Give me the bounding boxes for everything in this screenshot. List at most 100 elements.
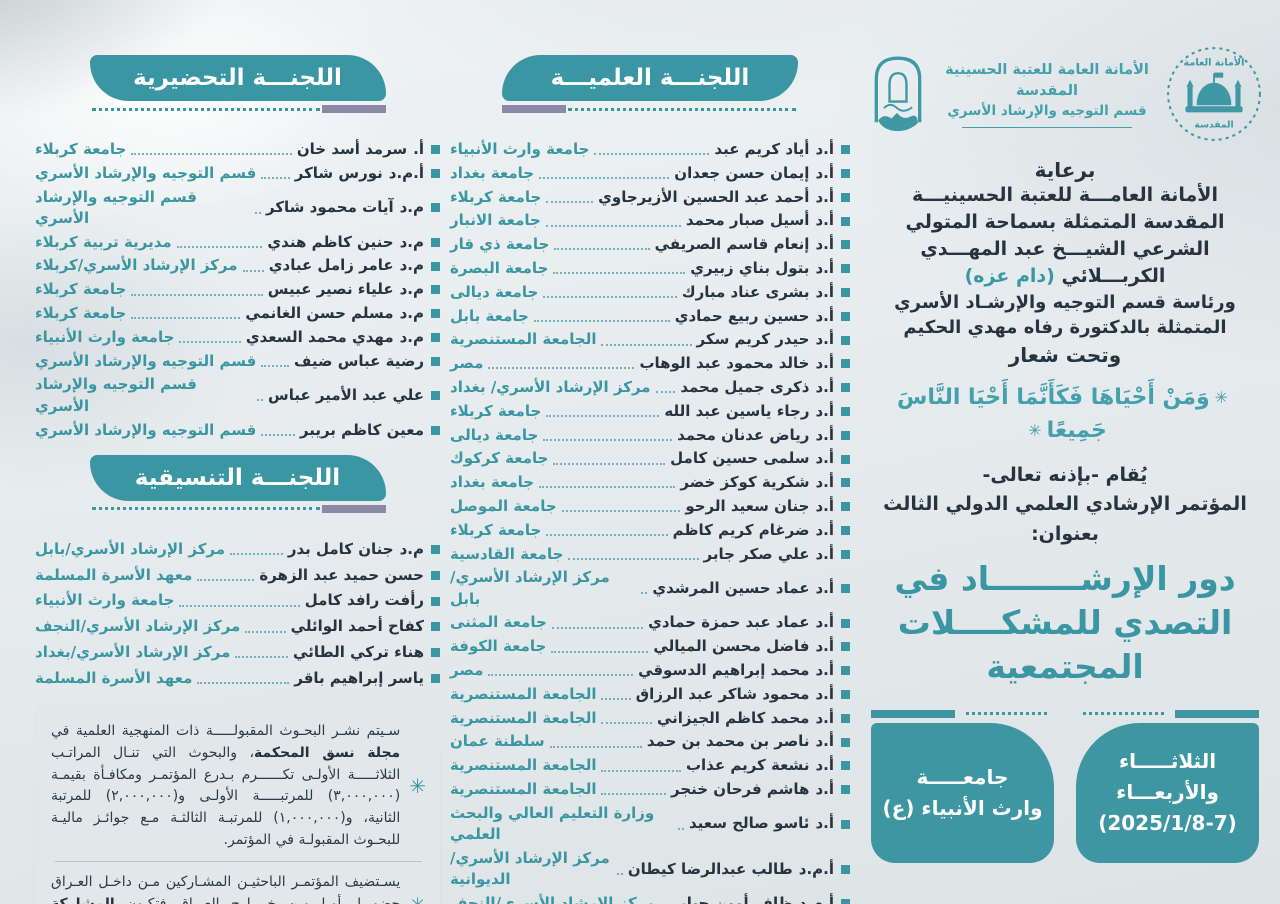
member-degree: أ.د <box>815 684 834 703</box>
member-name: ذكرى جميل محمد <box>680 377 810 396</box>
member-degree: م.د <box>399 539 424 558</box>
member-name: ظافر أمين جبار <box>678 894 793 904</box>
dotted-leader <box>554 239 650 251</box>
committee-member-row: أ.م.د طالب عبدالرضا كيطان مركز الإرشاد ا… <box>450 848 850 891</box>
square-bullet-icon <box>431 203 440 213</box>
dotted-line <box>91 107 320 111</box>
arch-outline <box>874 56 922 123</box>
member-name: سرمد أسد خان <box>296 140 408 158</box>
square-bullet-icon <box>841 216 850 226</box>
committee-member-row: أ.د سلمى حسين كامل جامعة كركوك <box>450 448 850 469</box>
member-organization: جامعة بغداد <box>450 473 535 492</box>
minaret <box>1235 86 1241 108</box>
member-degree: أ.د <box>815 306 834 325</box>
left-column: اللجنـــة التحضيرية أ. سرمد أسد خان جامع… <box>35 55 440 904</box>
square-bullet-icon <box>431 673 440 683</box>
title-line: المجتمعية <box>986 647 1144 687</box>
banner-underline <box>502 105 798 113</box>
member-organization: مركز الإرشاد الأسري/بغداد <box>35 643 231 662</box>
member-organization: الجامعة المستنصرية <box>450 684 597 703</box>
hand-shape <box>878 112 918 132</box>
member-organization: جامعة ذي قار <box>450 235 550 254</box>
member-organization: قسم التوجيه والإرشاد الأسري <box>35 163 257 182</box>
square-bullet-icon <box>841 430 850 440</box>
member-name: محمود شاكر عبد الرزاق <box>635 684 810 703</box>
note-text-bold: مجلة نسق المحكمة <box>253 744 401 761</box>
committee-member-row: أ.د رجاء ياسين عبد الله جامعة كربلاء <box>450 401 850 422</box>
square-bullet-icon <box>841 819 850 829</box>
hosting-note-text: يسـتضيف المؤتمـر الباحثيـن المشـاركين مـ… <box>51 872 400 904</box>
banner-underline <box>90 504 386 513</box>
note-text-part: سـيتم نشـر البحـوث المقبولـــــة ذات الم… <box>51 723 401 740</box>
square-bullet-icon <box>841 689 850 699</box>
patronage-line: المتمثلة بالدكتورة رفاه مهدي الحكيم <box>903 317 1227 339</box>
committee-member-row: رضية عباس ضيف قسم التوجيه والإرشاد الأسر… <box>35 351 440 372</box>
member-name: نشعة كريم عذاب <box>685 756 810 775</box>
patronage-block: برعاية الأمانة العامـــة للعتبة الحسينيـ… <box>865 158 1265 367</box>
square-bullet-icon <box>431 570 440 580</box>
member-organization: جامعة الانبار <box>450 211 541 230</box>
dotted-line <box>568 107 796 111</box>
dotted-leader <box>131 308 241 320</box>
publication-note: ✳ سـيتم نشـر البحـوث المقبولـــــة ذات ا… <box>51 721 426 851</box>
dotted-leader <box>601 784 666 796</box>
coordination-committee-banner: اللجنـــة التنسيقية <box>89 454 386 513</box>
preparatory-committee-title: اللجنـــة التحضيرية <box>89 55 386 101</box>
calligraphy-underline <box>962 127 1132 129</box>
member-organization: معهد الأسرة المسلمة <box>35 565 193 584</box>
committee-member-row: أ.د ضرغام كريم كاظم جامعة كربلاء <box>450 520 850 541</box>
member-organization: جامعة كركوك <box>450 449 549 468</box>
committee-member-row: م.د جنان كامل بدر مركز الإرشاد الأسري/با… <box>35 539 440 560</box>
committee-member-row: م.د آيات محمود شاكر قسم التوجيه والإرشاد… <box>35 187 440 230</box>
committee-member-row: أ.د أياد كريم عبد جامعة وارث الأنبياء <box>450 139 850 160</box>
member-organization: مركز الإرشاد الأسري/كربلاء <box>35 256 238 275</box>
square-bullet-icon <box>841 287 850 297</box>
member-name: خالد محمود عبد الوهاب <box>639 354 810 373</box>
dotted-leader <box>197 673 290 685</box>
notes-box: ✳ سـيتم نشـر البحـوث المقبولـــــة ذات ا… <box>35 705 440 904</box>
square-bullet-icon <box>431 648 440 658</box>
committee-member-row: أ.د بشرى عناد مبارك جامعة ديالى <box>450 282 850 303</box>
member-degree: أ.م.د <box>388 163 424 182</box>
member-degree: أ.د <box>815 637 834 656</box>
member-degree: أ.د <box>815 235 834 254</box>
title-line: التصدي للمشكــــلات <box>897 603 1233 643</box>
dotted-leader <box>543 287 677 299</box>
member-degree: أ.د <box>815 544 834 563</box>
dotted-leader <box>551 641 649 653</box>
committee-member-row: م.د علياء نصير عبيس جامعة كربلاء <box>35 279 440 300</box>
university-line: جامعـــــة <box>916 764 1009 789</box>
square-bullet-icon <box>841 335 850 345</box>
member-name: أسيل صبار محمد <box>685 211 810 230</box>
committee-member-row: هناء تركي الطائي مركز الإرشاد الأسري/بغد… <box>35 642 440 663</box>
member-name: سلمى حسين كامل <box>670 449 810 468</box>
member-organization: مركز الإرشاد الأسري/النجف <box>35 617 241 636</box>
member-name: حنين كاظم هندي <box>267 232 394 251</box>
dotted-leader <box>254 202 261 214</box>
committee-member-row: معين كاظم بريبر قسم التوجيه والإرشاد الأ… <box>35 420 440 441</box>
dotted-leader <box>242 260 264 272</box>
member-organization: سلطنة عمان <box>450 732 545 751</box>
member-degree: أ.د <box>815 756 834 775</box>
member-organization: جامعة بغداد <box>450 163 535 182</box>
member-name: إنعام قاسم الصريفي <box>654 235 810 254</box>
square-bullet-icon <box>841 899 850 904</box>
purple-bar <box>502 105 566 113</box>
dotted-leader <box>549 736 642 748</box>
committee-member-row: أ.د ناصر بن محمد بن حمد سلطنة عمان <box>450 731 850 752</box>
committee-member-row: م.د حنين كاظم هندي مديرية تربية كربلاء <box>35 232 440 253</box>
member-name: فاضل محسن الميالي <box>653 637 810 656</box>
member-organization: جامعة المثنى <box>450 613 547 632</box>
member-degree: أ.د <box>815 449 834 468</box>
member-degree: م.د <box>399 232 424 251</box>
calligraphy-line1: الأمانة العامة للعتبة الحسينية المقدسة <box>945 61 1149 99</box>
member-organization: قسم التوجيه والإرشاد الأسري <box>35 187 197 227</box>
square-bullet-icon <box>841 264 850 274</box>
committee-member-row: أ.د أحمد عبد الحسين الأزيرجاوي جامعة كرب… <box>450 187 850 208</box>
member-organization: مديرية تربية كربلاء <box>35 232 172 251</box>
preparatory-committee-banner: اللجنـــة التحضيرية <box>89 55 386 113</box>
dotted-leader <box>261 356 290 367</box>
preparatory-committee-list: أ. سرمد أسد خان جامعة كربلاء أ.م.د نورس … <box>35 139 440 441</box>
ornament-icon: ✳ <box>1028 420 1042 440</box>
